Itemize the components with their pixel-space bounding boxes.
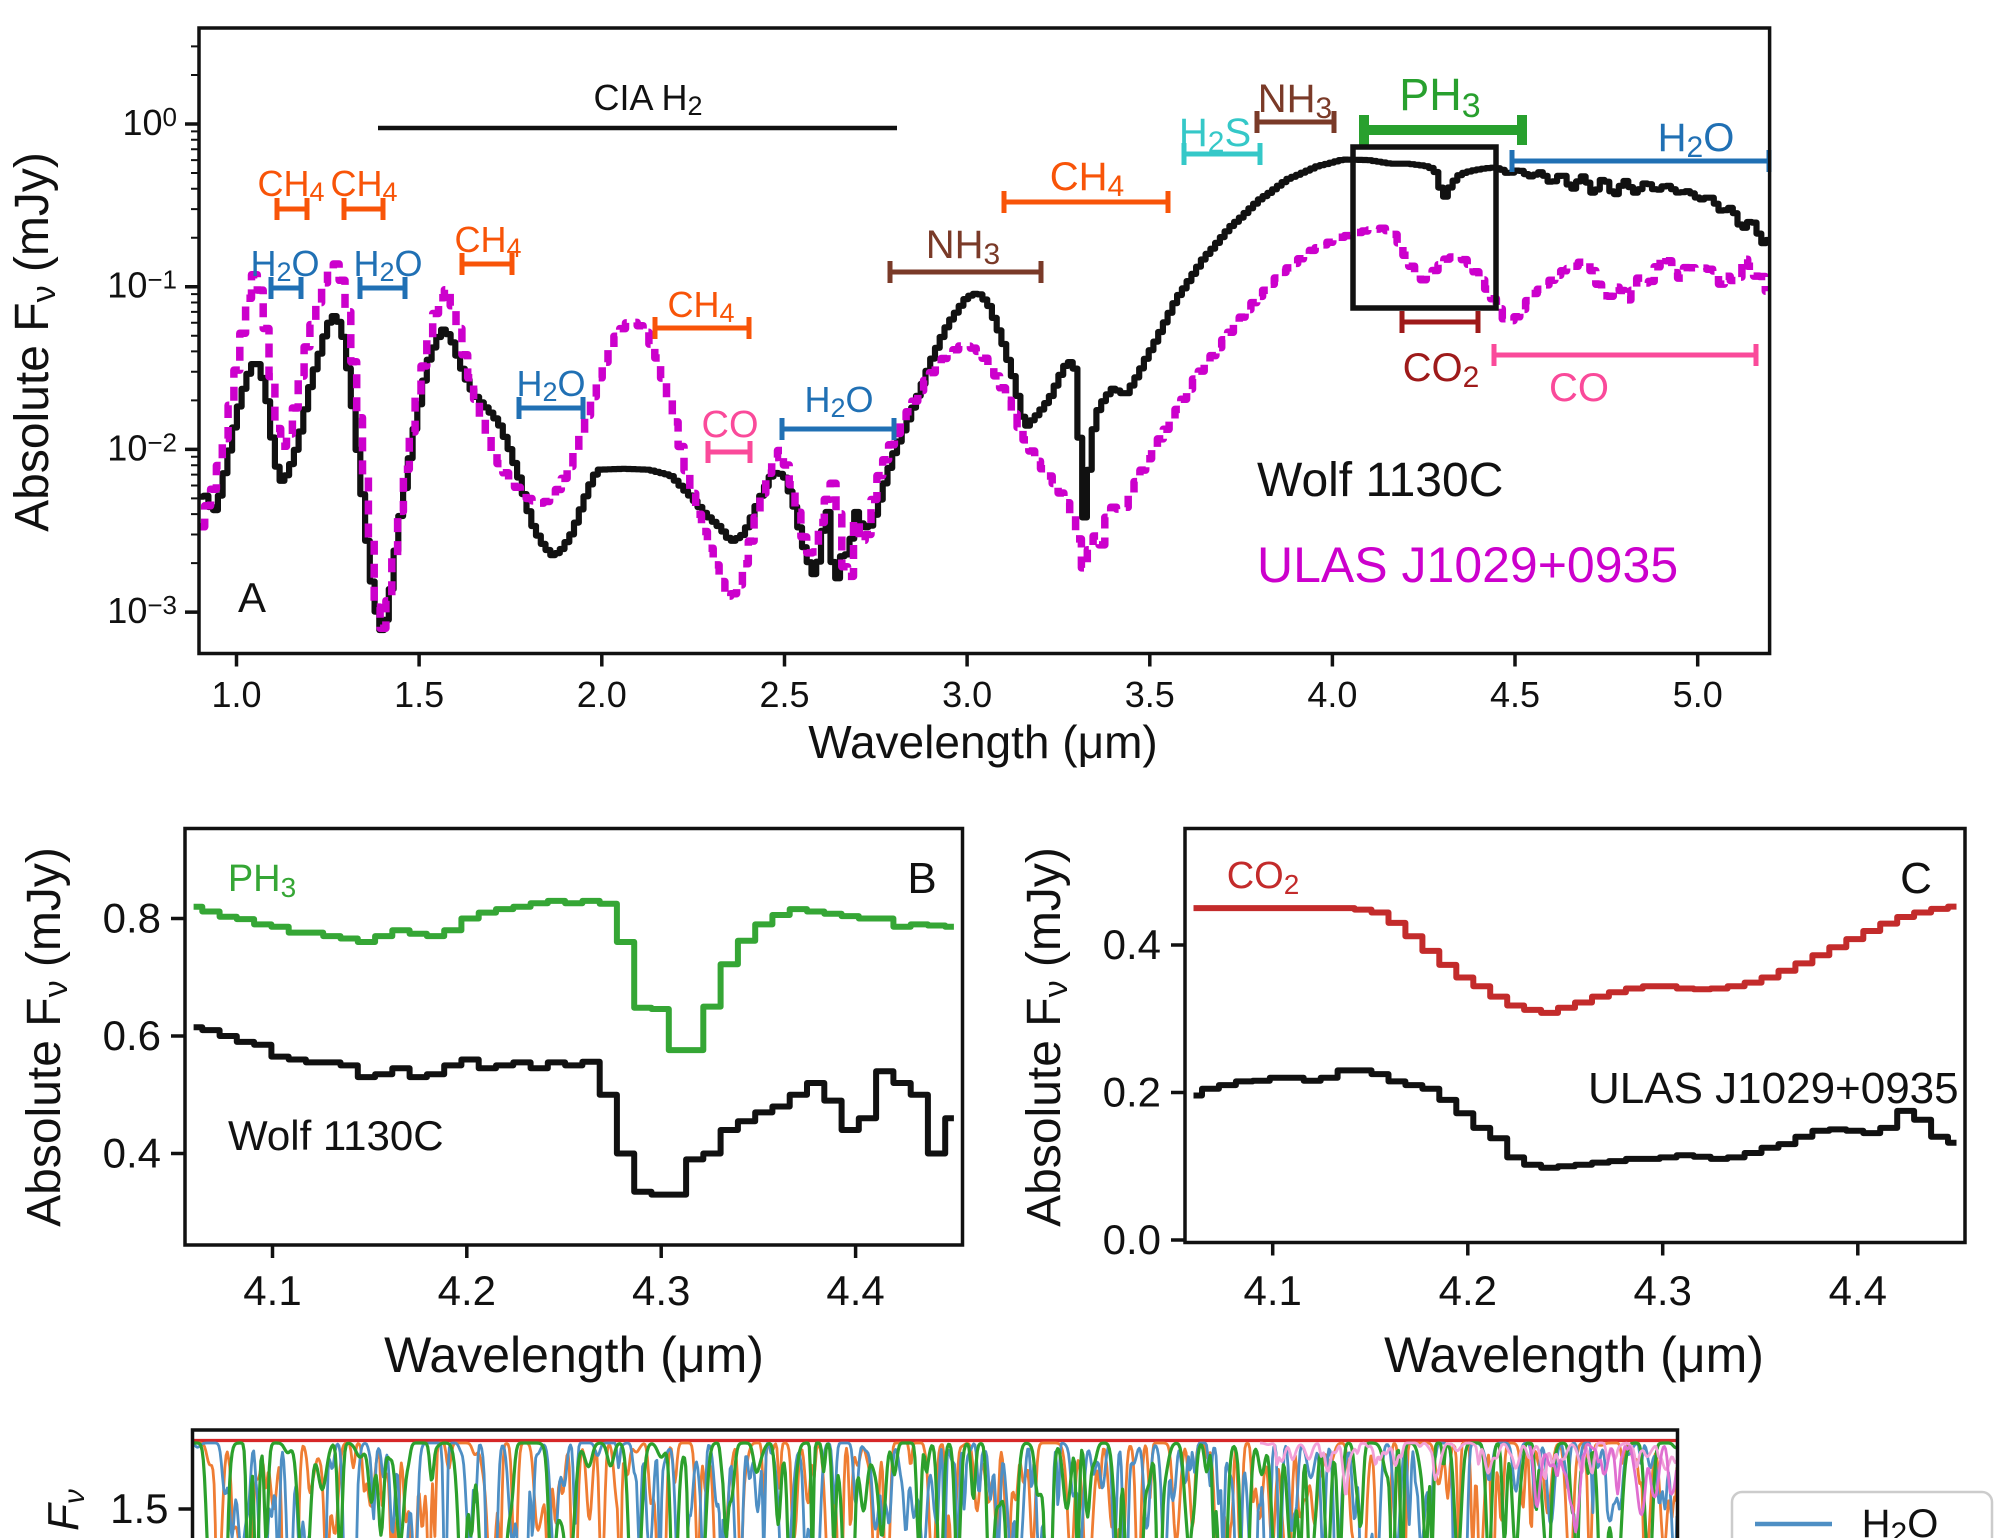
svg-text:B: B <box>907 854 936 903</box>
svg-text:NH3: NH3 <box>1258 77 1332 125</box>
svg-text:0.6: 0.6 <box>103 1012 161 1059</box>
svg-text:0.4: 0.4 <box>1103 921 1161 968</box>
svg-text:CIA H2: CIA H2 <box>593 77 702 121</box>
svg-text:Absolute Fν (mJy): Absolute Fν (mJy) <box>1018 847 1075 1227</box>
svg-text:CH4: CH4 <box>330 163 397 207</box>
svg-text:Wavelength (μm): Wavelength (μm) <box>1384 1327 1764 1383</box>
svg-text:2.0: 2.0 <box>577 674 627 715</box>
svg-text:H2O: H2O <box>516 363 585 407</box>
svg-text:H2O: H2O <box>353 243 422 287</box>
svg-text:4.1: 4.1 <box>1244 1267 1302 1314</box>
svg-text:1.5: 1.5 <box>110 1485 168 1532</box>
svg-text:0.2: 0.2 <box>1103 1069 1161 1116</box>
svg-text:3.5: 3.5 <box>1125 674 1175 715</box>
svg-text:PH3: PH3 <box>228 858 296 903</box>
svg-text:0.0: 0.0 <box>1103 1216 1161 1263</box>
svg-text:4.3: 4.3 <box>632 1267 690 1314</box>
svg-text:CO2: CO2 <box>1227 855 1300 900</box>
svg-text:4.1: 4.1 <box>243 1267 301 1314</box>
svg-text:CH4: CH4 <box>1050 155 1124 203</box>
svg-text:ULAS J1029+0935: ULAS J1029+0935 <box>1588 1064 1959 1113</box>
svg-text:Wavelength (μm): Wavelength (μm) <box>384 1327 764 1383</box>
svg-text:A: A <box>238 574 266 621</box>
svg-text:Absolute Fν (mJy): Absolute Fν (mJy) <box>18 847 75 1227</box>
svg-text:4.5: 4.5 <box>1490 674 1540 715</box>
svg-text:CO: CO <box>702 404 759 446</box>
svg-text:H2O: H2O <box>1658 116 1735 164</box>
svg-text:C: C <box>1900 854 1932 903</box>
svg-text:5.0: 5.0 <box>1673 674 1723 715</box>
svg-text:4.3: 4.3 <box>1634 1267 1692 1314</box>
svg-text:H2O: H2O <box>250 243 319 287</box>
svg-text:CO2: CO2 <box>1403 346 1480 394</box>
svg-text:4.2: 4.2 <box>1439 1267 1497 1314</box>
svg-text:CH4: CH4 <box>667 284 734 328</box>
svg-text:Wolf 1130C: Wolf 1130C <box>228 1112 444 1159</box>
svg-text:2.5: 2.5 <box>759 674 809 715</box>
svg-text:PH3: PH3 <box>1399 69 1480 125</box>
svg-text:4.2: 4.2 <box>438 1267 496 1314</box>
svg-text:CH4: CH4 <box>454 219 521 263</box>
svg-text:1.0: 1.0 <box>211 674 261 715</box>
svg-text:3.0: 3.0 <box>942 674 992 715</box>
svg-text:Wavelength (μm): Wavelength (μm) <box>808 716 1157 768</box>
svg-text:10−3: 10−3 <box>107 590 177 631</box>
svg-text:CO: CO <box>1549 366 1609 410</box>
svg-text:4.0: 4.0 <box>1307 674 1357 715</box>
svg-text:NH3: NH3 <box>926 223 1000 271</box>
svg-text:0.8: 0.8 <box>103 895 161 942</box>
svg-text:H2S: H2S <box>1179 111 1251 159</box>
svg-text:0.4: 0.4 <box>103 1130 161 1177</box>
svg-text:H2O: H2O <box>1862 1502 1939 1538</box>
svg-text:H2O: H2O <box>804 379 873 423</box>
svg-text:4.4: 4.4 <box>1829 1267 1887 1314</box>
svg-text:1.5: 1.5 <box>394 674 444 715</box>
svg-text:CH4: CH4 <box>257 163 324 207</box>
svg-text:Absolute Fν (mJy): Absolute Fν (mJy) <box>6 152 63 532</box>
svg-text:ULAS J1029+0935: ULAS J1029+0935 <box>1257 537 1678 593</box>
svg-text:4.4: 4.4 <box>826 1267 884 1314</box>
svg-text:Wolf 1130C: Wolf 1130C <box>1257 454 1503 507</box>
